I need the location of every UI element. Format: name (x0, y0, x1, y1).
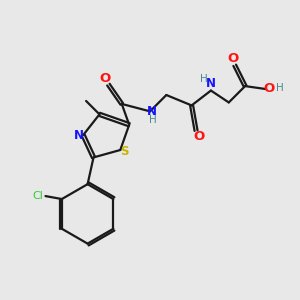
Text: S: S (121, 145, 129, 158)
Text: O: O (228, 52, 239, 65)
Text: N: N (74, 129, 84, 142)
Text: Cl: Cl (33, 191, 44, 201)
Text: H: H (149, 115, 157, 125)
Text: H: H (200, 74, 207, 84)
Text: N: N (146, 106, 157, 118)
Text: O: O (194, 130, 205, 143)
Text: H: H (276, 83, 284, 94)
Text: O: O (263, 82, 274, 95)
Text: N: N (206, 76, 216, 90)
Text: O: O (100, 72, 111, 85)
